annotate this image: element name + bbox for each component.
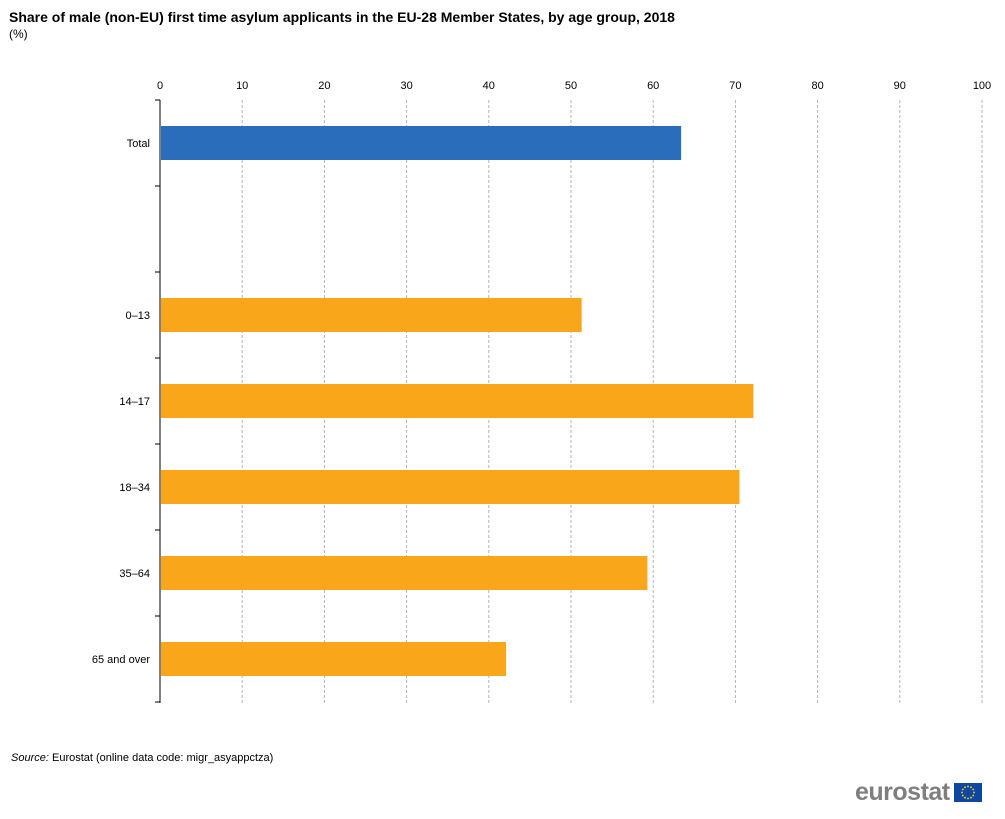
x-tick-label: 0	[157, 80, 163, 92]
y-axis-category-labels: Total 0–13 14–17 18–34 35–64 65 and over	[92, 138, 150, 666]
y-category-label: Total	[127, 138, 150, 150]
flag-star	[972, 791, 975, 793]
bar-Total	[161, 126, 682, 160]
bar-35–64	[161, 556, 648, 590]
y-category-label: 18–34	[119, 482, 150, 494]
eurostat-logo: eurostat	[855, 779, 982, 805]
x-tick-label: 100	[973, 80, 991, 92]
bar-chart: 0 10 20 30 40 50 60 70 80 90 100 Total 0–13 14–17 18–…	[92, 80, 991, 703]
y-category-label: 14–17	[119, 396, 150, 408]
flag-star	[960, 791, 963, 793]
flag-star	[966, 797, 969, 799]
y-category-label: 0–13	[126, 310, 150, 322]
y-axis	[155, 99, 161, 703]
source-label: Source:	[11, 752, 49, 764]
flag-star	[963, 796, 966, 799]
eu-flag-icon	[953, 782, 982, 802]
x-tick-label: 90	[894, 80, 906, 92]
flag-star	[963, 785, 966, 788]
flag-star	[971, 788, 974, 790]
flag-star	[969, 796, 972, 799]
chart-title: Share of male (non-EU) first time asylum…	[9, 9, 675, 25]
chart-unit: (%)	[9, 27, 28, 41]
flag-star	[969, 785, 972, 788]
x-tick-label: 20	[318, 80, 330, 92]
eurostat-logo-text: eurostat	[855, 778, 950, 806]
bar-14–17	[161, 384, 754, 418]
x-tick-label: 50	[565, 80, 577, 92]
flag-star	[961, 788, 964, 790]
source-note: Source: Eurostat (online data code: migr…	[11, 752, 273, 764]
x-tick-label: 40	[483, 80, 495, 92]
x-tick-label: 10	[236, 80, 248, 92]
source-text: Eurostat (online data code: migr_asyappc…	[51, 752, 274, 764]
bars	[161, 126, 754, 676]
x-tick-label: 30	[400, 80, 412, 92]
y-category-label: 65 and over	[92, 654, 150, 666]
x-axis-tick-labels: 0 10 20 30 40 50 60 70 80 90 100	[157, 80, 991, 92]
x-tick-label: 70	[729, 80, 741, 92]
x-tick-label: 60	[647, 80, 659, 92]
flag-star	[971, 794, 974, 796]
bar-18–34	[161, 470, 740, 504]
flag-star	[961, 794, 964, 796]
flag-star	[966, 785, 969, 787]
y-category-label: 35–64	[119, 568, 150, 580]
bar-65 and over	[161, 642, 507, 676]
x-tick-label: 80	[811, 80, 823, 92]
bar-0–13	[161, 298, 582, 332]
